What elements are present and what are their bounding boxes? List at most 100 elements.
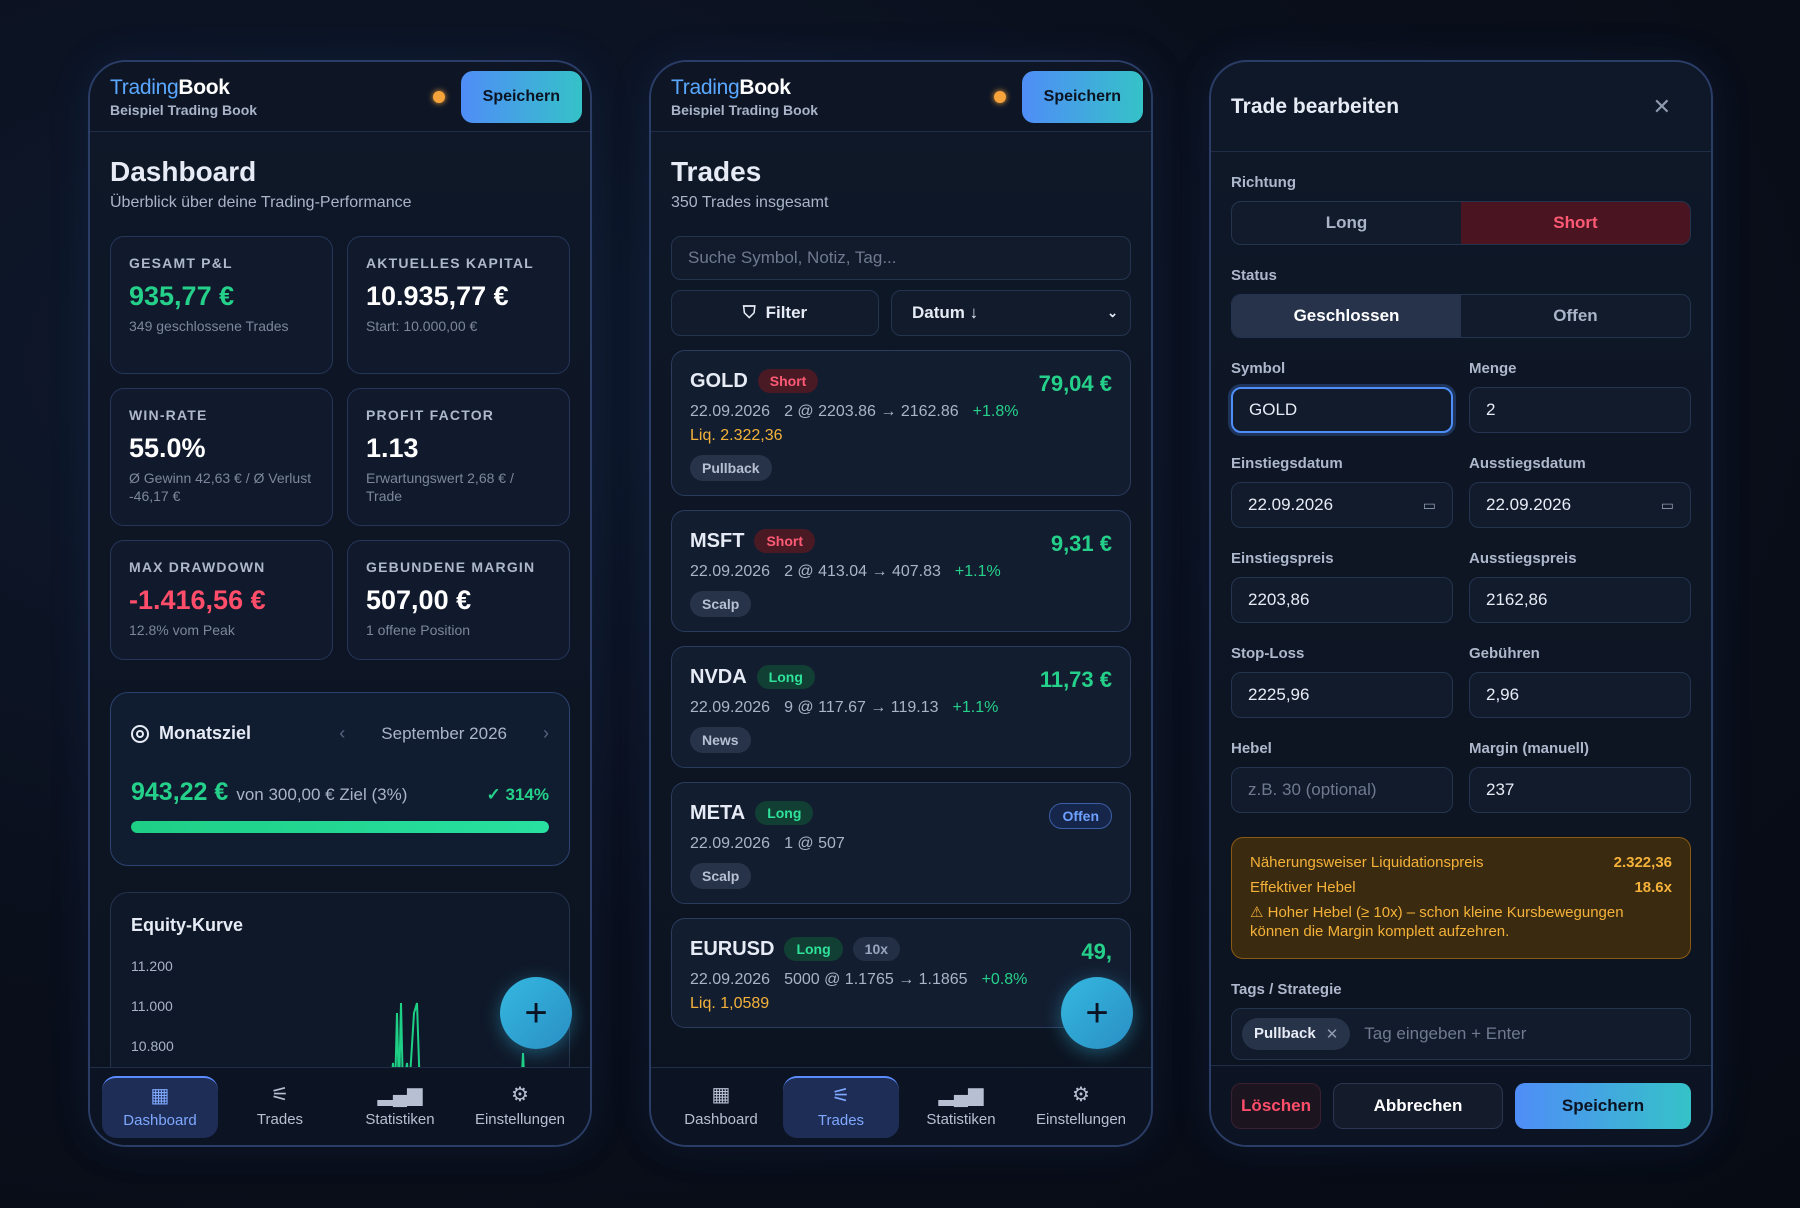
goal-target: von 300,00 € Ziel (3%) — [236, 785, 408, 804]
stat-note: Start: 10.000,00 € — [366, 318, 478, 334]
trade-card[interactable]: EURUSD Long 10x 49, 22.09.2026 5000 @ 1.176… — [671, 918, 1131, 1028]
fees-input[interactable]: 2,96 — [1469, 672, 1691, 718]
page-title: Dashboard — [110, 156, 257, 187]
gear-icon: ⚙ — [511, 1084, 529, 1106]
stat-note: 12.8% vom Peak — [129, 622, 235, 638]
save-button[interactable]: Speichern — [1021, 70, 1143, 123]
delete-button[interactable]: Löschen — [1231, 1082, 1321, 1129]
stop-loss-value: 2225,96 — [1248, 685, 1310, 704]
status-toggle: Geschlossen Offen — [1231, 294, 1691, 338]
symbol-input[interactable]: GOLD — [1231, 387, 1453, 433]
trade-symbol: EURUSD — [690, 937, 775, 960]
stat-label: GESAMT P&L — [129, 255, 233, 271]
trade-symbol: MSFT — [690, 529, 745, 552]
chevron-down-icon: ⌄ — [1107, 305, 1118, 320]
trade-card[interactable]: MSFT Short 9,31 € 22.09.2026 2 @ 413.04 → … — [671, 510, 1131, 632]
stat-card-capital: AKTUELLES KAPITAL 10.935,77 € Start: 10.… — [347, 236, 570, 374]
chevron-right-icon[interactable]: › — [543, 723, 549, 743]
nav-dashboard[interactable]: ▦ Dashboard — [663, 1076, 779, 1138]
trade-detail: 9 @ 117.67 → 119.13 — [784, 699, 939, 716]
sliders-icon: ⚟ — [271, 1084, 289, 1106]
direction-short-button[interactable]: Short — [1461, 202, 1690, 244]
save-button[interactable]: Speichern — [460, 70, 582, 123]
exit-price-input[interactable]: 2162,86 — [1469, 577, 1691, 623]
cancel-button[interactable]: Abbrechen — [1333, 1082, 1503, 1129]
nav-trades[interactable]: ⚟ Trades — [783, 1075, 899, 1138]
leverage-input[interactable]: z.B. 30 (optional) — [1231, 767, 1453, 813]
brand-title: TradingBook — [110, 76, 257, 100]
trade-date: 22.09.2026 — [690, 403, 771, 420]
stat-grid: GESAMT P&L 935,77 € 349 geschlossene Tra… — [110, 236, 570, 660]
unsaved-indicator-dot — [993, 90, 1006, 103]
unsaved-indicator-dot — [432, 90, 445, 103]
liquidation-value: 2.322,36 — [1613, 854, 1672, 871]
status-closed-button[interactable]: Geschlossen — [1232, 295, 1461, 337]
warning-message: ⚠ Hoher Hebel (≥ 10x) – schon kleine Kur… — [1250, 904, 1624, 940]
stat-value: 507,00 € — [366, 585, 472, 615]
effective-leverage-label: Effektiver Hebel — [1250, 879, 1356, 896]
trade-symbol: GOLD — [690, 369, 748, 392]
nav-dashboard[interactable]: ▦ Dashboard — [102, 1075, 218, 1138]
sort-select[interactable]: Datum ↓ ⌄ — [891, 290, 1131, 336]
nav-statistics[interactable]: ▂▄▆ Statistiken — [342, 1076, 458, 1138]
remove-tag-icon[interactable]: ✕ — [1325, 1025, 1339, 1043]
trade-card[interactable]: META Long Offen 22.09.2026 1 @ 507 Scalp — [671, 782, 1131, 904]
nav-label: Einstellungen — [1035, 1111, 1127, 1128]
y-tick-label: 10.800 — [131, 1038, 174, 1054]
filter-button[interactable]: ⛉ Filter — [671, 290, 879, 336]
quantity-value: 2 — [1486, 400, 1496, 419]
save-trade-button[interactable]: Speichern — [1515, 1082, 1691, 1129]
goal-percent: 314% — [505, 785, 549, 804]
y-tick-label: 11.200 — [131, 958, 173, 974]
trade-card[interactable]: GOLD Short 79,04 € 22.09.2026 2 @ 2203.86 … — [671, 350, 1131, 496]
close-icon[interactable]: ✕ — [1652, 93, 1671, 119]
calendar-icon[interactable]: ▭ — [1660, 496, 1674, 513]
goal-progress-fill — [131, 821, 549, 833]
margin-input[interactable]: 237 — [1469, 767, 1691, 813]
status-badge: Offen — [1049, 803, 1112, 829]
entry-date-input[interactable]: 22.09.2026 ▭ — [1231, 482, 1453, 528]
status-open-button[interactable]: Offen — [1553, 306, 1598, 325]
direction-badge: Long — [784, 937, 843, 961]
trade-tag: Pullback — [690, 455, 772, 481]
stat-note: Ø Gewinn 42,63 € / Ø Verlust -46,17 € — [129, 470, 312, 504]
brand: TradingBook Beispiel Trading Book — [671, 76, 818, 118]
stat-card-win-rate: WIN-RATE 55.0% Ø Gewinn 42,63 € / Ø Verl… — [110, 388, 333, 526]
field-label: Richtung — [1231, 174, 1296, 191]
trade-card[interactable]: NVDA Long 11,73 € 22.09.2026 9 @ 117.67 → … — [671, 646, 1131, 768]
stat-label: GEBUNDENE MARGIN — [366, 559, 536, 575]
add-trade-fab[interactable]: + — [500, 977, 572, 1049]
entry-price-input[interactable]: 2203,86 — [1231, 577, 1453, 623]
direction-long-button[interactable]: Long — [1325, 213, 1368, 232]
exit-date-input[interactable]: 22.09.2026 ▭ — [1469, 482, 1691, 528]
nav-settings[interactable]: ⚙ Einstellungen — [1023, 1076, 1139, 1138]
stat-label: PROFIT FACTOR — [366, 407, 495, 423]
sort-label: Datum ↓ — [912, 303, 979, 322]
bar-chart-icon: ▂▄▆ — [938, 1084, 984, 1106]
search-input[interactable] — [688, 248, 1114, 268]
stat-value: 1.13 — [366, 433, 419, 463]
nav-settings[interactable]: ⚙ Einstellungen — [462, 1076, 578, 1138]
nav-trades[interactable]: ⚟ Trades — [222, 1076, 338, 1138]
tags-input[interactable]: Pullback ✕ Tag eingeben + Enter — [1231, 1007, 1691, 1060]
field-label: Hebel — [1231, 740, 1272, 757]
exit-price-value: 2162,86 — [1486, 590, 1548, 609]
nav-label: Einstellungen — [474, 1111, 566, 1128]
stat-note: Erwartungswert 2,68 € / Trade — [366, 470, 514, 504]
nav-label: Statistiken — [926, 1111, 996, 1128]
stop-loss-input[interactable]: 2225,96 — [1231, 672, 1453, 718]
quantity-input[interactable]: 2 — [1469, 387, 1691, 433]
stat-card-profit-factor: PROFIT FACTOR 1.13 Erwartungswert 2,68 €… — [347, 388, 570, 526]
panel-title: Trade bearbeiten — [1231, 94, 1400, 118]
add-trade-fab[interactable]: + — [1061, 977, 1133, 1049]
nav-label: Trades — [817, 1112, 865, 1129]
direction-toggle: Long Short — [1231, 201, 1691, 245]
chevron-left-icon[interactable]: ‹ — [339, 723, 346, 743]
trade-tag: News — [690, 727, 751, 753]
nav-statistics[interactable]: ▂▄▆ Statistiken — [903, 1076, 1019, 1138]
field-label: Margin (manuell) — [1469, 740, 1590, 757]
trade-date: 22.09.2026 — [690, 971, 771, 988]
month-label: September 2026 — [381, 723, 507, 743]
calendar-icon[interactable]: ▭ — [1422, 496, 1436, 513]
trade-pnl: 49, — [1081, 939, 1112, 964]
